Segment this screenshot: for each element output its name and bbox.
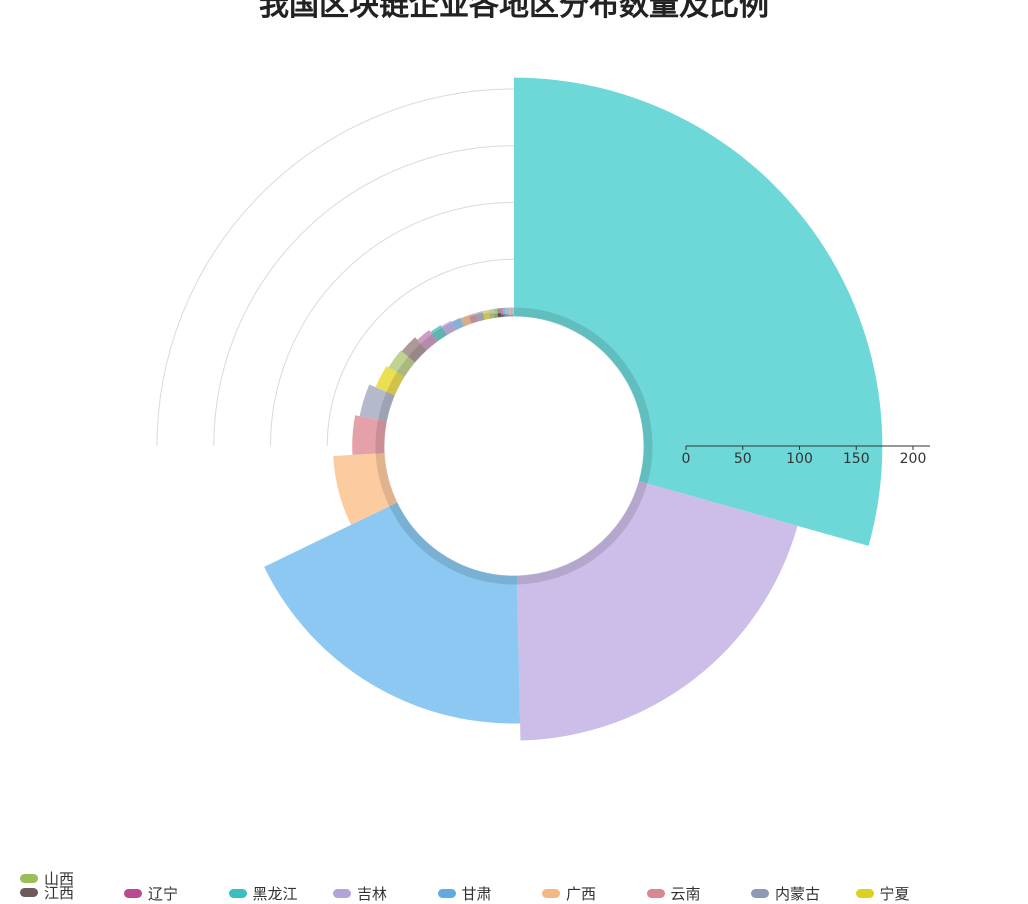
inner-ring-segment-16: [484, 314, 490, 315]
axis-tick-label-2: 100: [786, 451, 813, 467]
axis-tick-label-0: 0: [682, 451, 691, 467]
inner-ring-segment-12: [454, 322, 463, 326]
legend-swatch: [438, 889, 456, 898]
legend-item-2[interactable]: 辽宁: [124, 883, 178, 904]
legend-swatch: [542, 889, 560, 898]
inner-ring-segment-17: [489, 313, 494, 314]
inner-ring-segment-14: [470, 317, 477, 319]
legend-item-8[interactable]: 内蒙古: [751, 883, 820, 904]
legend-item-6[interactable]: 广西: [542, 883, 596, 904]
axis-tick-label-3: 150: [843, 451, 870, 467]
inner-ring-segment-13: [462, 319, 470, 322]
legend-item-7[interactable]: 云南: [647, 883, 701, 904]
legend-item-9[interactable]: 宁夏: [856, 883, 910, 904]
legend-label: 辽宁: [148, 883, 178, 904]
legend-item-4[interactable]: 吉林: [333, 883, 387, 904]
legend-swatch: [333, 889, 351, 898]
legend-item-3[interactable]: 黑龙江: [229, 883, 298, 904]
legend-label: 宁夏: [880, 883, 910, 904]
legend-item-1[interactable]: 江西: [20, 882, 74, 903]
legend-swatch: [20, 888, 38, 897]
inner-ring-segment-10: [435, 331, 445, 338]
legend-swatch: [856, 889, 874, 898]
legend-item-5[interactable]: 甘肃: [438, 883, 492, 904]
legend-label: 江西: [44, 882, 74, 903]
legend-swatch: [751, 889, 769, 898]
inner-ring: [380, 312, 648, 580]
legend-label: 吉林: [357, 883, 387, 904]
legend-label: 云南: [671, 883, 701, 904]
legend-swatch: [647, 889, 665, 898]
legend-label: 甘肃: [462, 883, 492, 904]
legend-label: 黑龙江: [253, 883, 298, 904]
axis-tick-label-1: 50: [734, 451, 752, 467]
legend-label: 广西: [566, 883, 596, 904]
legend-swatch: [124, 889, 142, 898]
inner-ring-segment-15: [477, 315, 484, 317]
legend-swatch: [229, 889, 247, 898]
legend-label: 内蒙古: [775, 883, 820, 904]
axis-tick-label-4: 200: [900, 451, 927, 467]
center-hole: [385, 317, 643, 575]
inner-ring-segment-11: [445, 326, 454, 331]
inner-ring-segment-4: [380, 421, 382, 454]
